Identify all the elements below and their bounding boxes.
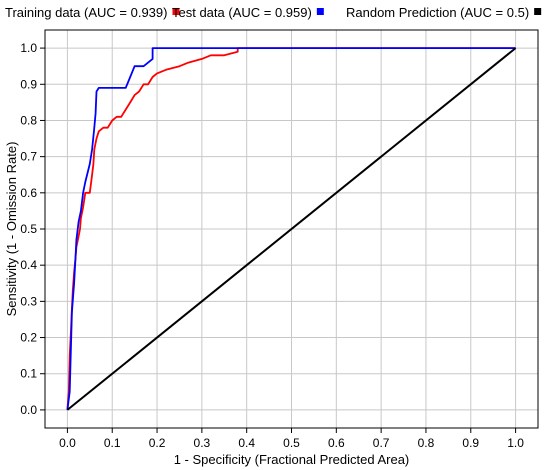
y-tick-label: 0.3 — [20, 294, 37, 308]
x-tick-label: 0.5 — [283, 436, 300, 450]
legend-swatch — [172, 8, 180, 15]
x-tick-label: 0.4 — [238, 436, 255, 450]
y-axis-ticks: 0.0 0.1 0.2 0.3 0.4 0.5 0.6 0.7 0.8 0.9 1.0 — [20, 41, 45, 417]
x-tick-label: 0.0 — [59, 436, 76, 450]
x-tick-label: 0.6 — [328, 436, 345, 450]
x-tick-label: 0.2 — [149, 436, 166, 450]
x-tick-label: 1.0 — [507, 436, 524, 450]
x-axis-label: 1 - Specificity (Fractional Predicted Ar… — [174, 452, 410, 467]
legend-swatch — [534, 8, 542, 15]
x-axis-ticks: 0.0 0.1 0.2 0.3 0.4 0.5 0.6 0.7 0.8 0.9 1.0 — [59, 428, 524, 450]
x-tick-label: 0.9 — [462, 436, 479, 450]
y-tick-label: 0.0 — [20, 403, 37, 417]
y-tick-label: 1.0 — [20, 41, 37, 55]
y-tick-label: 0.9 — [20, 77, 37, 91]
y-tick-label: 0.4 — [20, 258, 37, 272]
x-tick-label: 0.7 — [373, 436, 390, 450]
y-tick-label: 0.7 — [20, 150, 37, 164]
legend: Training data (AUC = 0.939) Test data (AU… — [5, 5, 542, 20]
legend-swatch — [316, 8, 324, 15]
y-tick-label: 0.2 — [20, 331, 37, 345]
series-layer — [66, 47, 517, 411]
series-line-test — [66, 47, 516, 411]
y-tick-label: 0.8 — [20, 113, 37, 127]
x-tick-label: 0.8 — [418, 436, 435, 450]
y-tick-label: 0.6 — [20, 186, 37, 200]
x-tick-label: 0.1 — [104, 436, 121, 450]
legend-label: Training data (AUC = 0.939) — [5, 5, 167, 20]
legend-label: Random Prediction (AUC = 0.5) — [346, 5, 529, 20]
y-axis-label: Sensitivity (1 - Omission Rate) — [4, 142, 19, 317]
series-line-random — [66, 47, 517, 411]
x-tick-label: 0.3 — [194, 436, 211, 450]
y-tick-label: 0.1 — [20, 367, 37, 381]
legend-label: Test data (AUC = 0.959) — [172, 5, 312, 20]
y-tick-label: 0.5 — [20, 222, 37, 236]
